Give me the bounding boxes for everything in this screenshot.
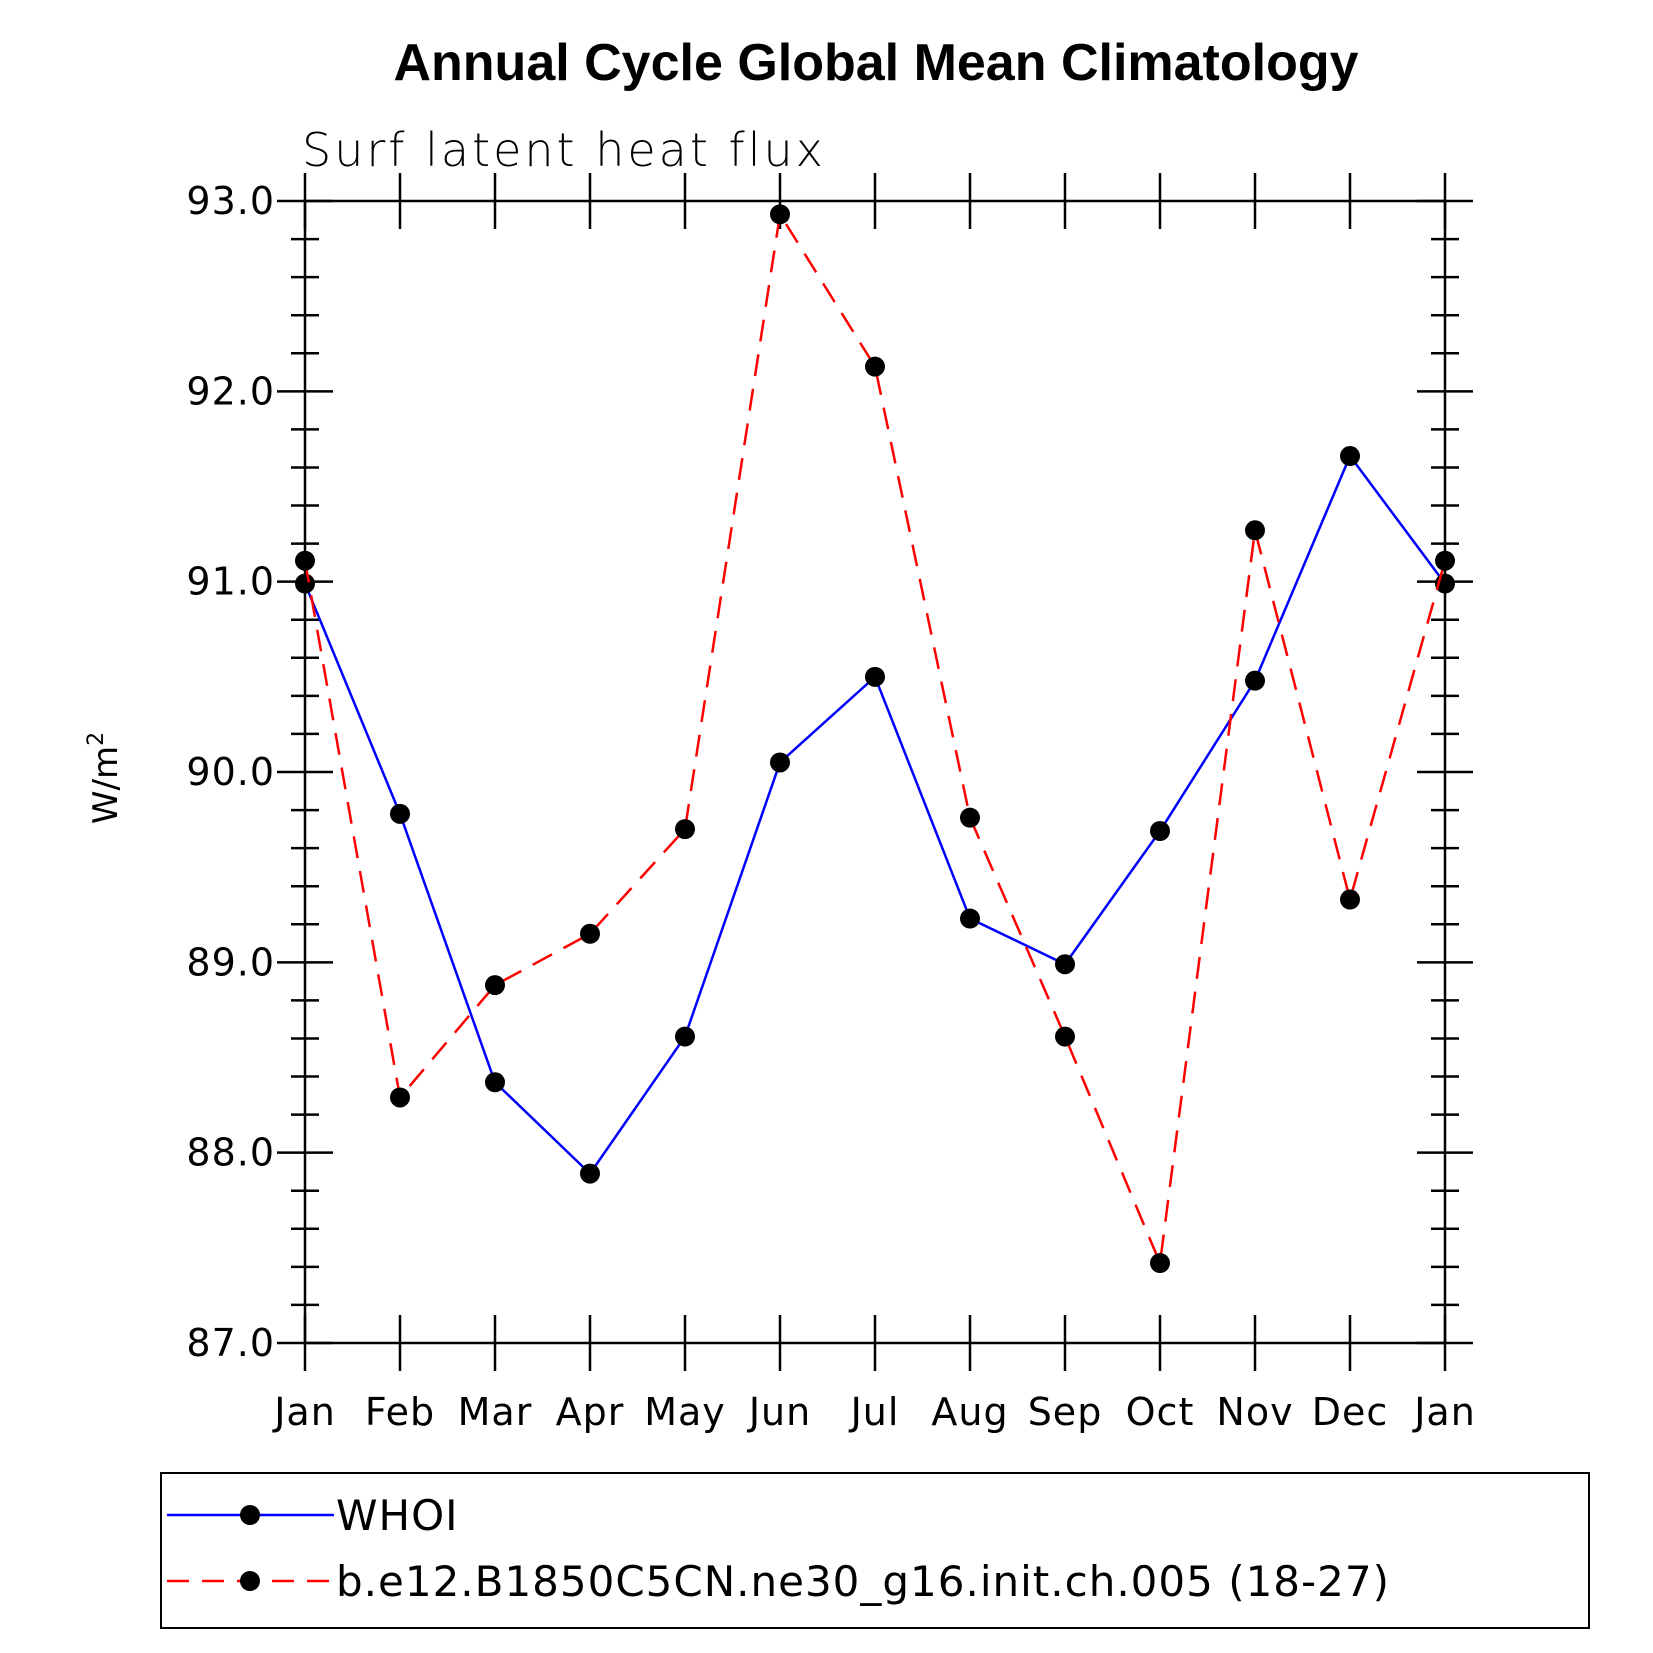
- svg-text:W/m2: W/m2: [84, 732, 126, 824]
- x-tick-label: Apr: [556, 1390, 625, 1434]
- chart-title: Annual Cycle Global Mean Climatology: [393, 34, 1358, 92]
- x-tick-label: Feb: [365, 1390, 435, 1434]
- axis-ticks: [277, 173, 1473, 1371]
- y-tick-label: 91.0: [186, 560, 275, 604]
- x-tick-label: Dec: [1312, 1390, 1389, 1434]
- series-1-point: [485, 975, 505, 996]
- series-0-point: [390, 803, 410, 824]
- series-1-point: [1245, 520, 1265, 541]
- y-tick-label: 93.0: [186, 179, 275, 223]
- series-0-point: [1150, 821, 1170, 842]
- x-tick-label: Sep: [1028, 1390, 1103, 1434]
- y-tick-label: 88.0: [186, 1131, 275, 1175]
- legend-label-0: WHOI: [336, 1491, 459, 1540]
- series-0-point: [770, 752, 790, 773]
- x-tick-label: Jun: [747, 1390, 811, 1434]
- y-tick-label: 92.0: [186, 369, 275, 413]
- series-1-point: [390, 1087, 410, 1108]
- legend-box: [160, 1472, 1590, 1629]
- y-tick-label: 87.0: [186, 1321, 275, 1365]
- legend-marker-0: [240, 1505, 260, 1525]
- series-0-point: [865, 666, 885, 687]
- series-1-point: [770, 204, 790, 225]
- series-1-point: [1055, 1026, 1075, 1047]
- series-1-point: [675, 819, 695, 840]
- series-1-point: [960, 807, 980, 828]
- series-0-point: [485, 1072, 505, 1093]
- legend-marker-1: [240, 1571, 260, 1591]
- x-tick-label: Mar: [458, 1390, 533, 1434]
- x-tick-label: May: [644, 1390, 726, 1434]
- series-1-point: [1435, 550, 1455, 571]
- x-tick-label: Oct: [1126, 1390, 1195, 1434]
- series-0-point: [675, 1026, 695, 1047]
- y-tick-labels: 87.0 88.0 89.0 90.0 91.0 92.0 93.0: [186, 179, 275, 1365]
- series-layer: [295, 204, 1455, 1274]
- y-tick-label: 90.0: [186, 750, 275, 794]
- series-0-point: [580, 1163, 600, 1184]
- series-0-point: [960, 908, 980, 929]
- series-1-point: [865, 356, 885, 377]
- legend-label-1: b.e12.B1850C5CN.ne30_g16.init.ch.005 (18…: [336, 1557, 1390, 1606]
- series-0-point: [1340, 446, 1360, 467]
- y-tick-label: 89.0: [186, 940, 275, 984]
- y-axis-label-superscript: 2: [84, 732, 109, 746]
- x-tick-label: Aug: [931, 1390, 1008, 1434]
- series-0-point: [295, 573, 315, 594]
- x-tick-label: Jan: [272, 1390, 336, 1434]
- y-axis-label: W/m2: [84, 732, 126, 824]
- series-0-line: [303, 453, 1447, 1176]
- series-1-point: [1150, 1253, 1170, 1274]
- x-tick-label: Jan: [1412, 1390, 1476, 1434]
- x-tick-label: Nov: [1216, 1390, 1293, 1434]
- legend: WHOI b.e12.B1850C5CN.ne30_g16.init.ch.005…: [167, 1491, 1390, 1606]
- y-axis-label-text: W/m: [86, 746, 126, 824]
- x-tick-label: Jul: [849, 1390, 900, 1434]
- series-1-point: [295, 550, 315, 571]
- series-1-point: [1340, 889, 1360, 910]
- series-0-point: [1245, 670, 1265, 691]
- series-1-point: [580, 923, 600, 944]
- x-tick-labels: Jan Feb Mar Apr May Jun Jul Aug Sep Oct Nov Dec Jan: [272, 1390, 1476, 1434]
- series-0-point: [1055, 954, 1075, 975]
- chart-subtitle: Surf latent heat flux: [302, 123, 826, 177]
